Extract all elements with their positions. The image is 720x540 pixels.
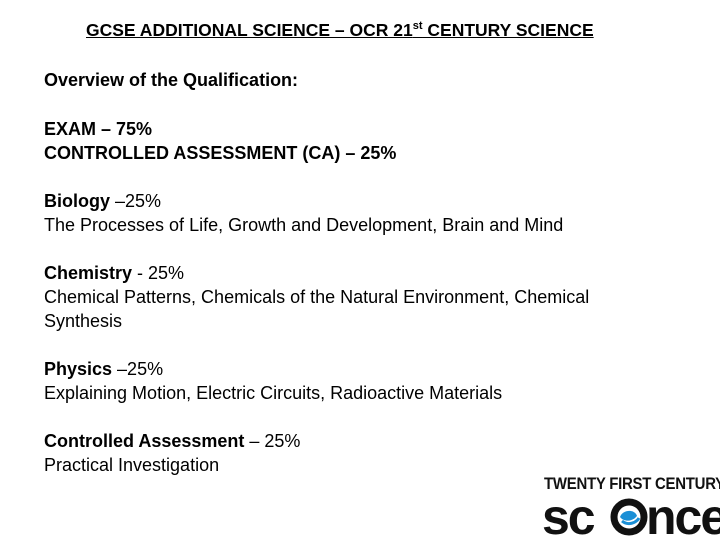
biology-label: Biology xyxy=(44,191,110,211)
chemistry-heading: Chemistry - 25% xyxy=(44,261,184,285)
chemistry-label: Chemistry xyxy=(44,263,133,283)
page-title: GCSE ADDITIONAL SCIENCE – OCR 21st CENTU… xyxy=(86,20,594,40)
overview-heading: Overview of the Qualification: xyxy=(44,70,299,90)
physics-percent: –25% xyxy=(112,359,164,379)
physics-label: Physics xyxy=(44,359,113,379)
chemistry-topics-line1: Chemical Patterns, Chemicals of the Natu… xyxy=(44,287,590,307)
controlled-assessment-percent: – 25% xyxy=(244,431,301,451)
biology-heading: Biology –25% xyxy=(44,189,161,213)
science-wordmark: sc nce xyxy=(542,492,720,540)
controlled-assessment-label: Controlled Assessment xyxy=(44,431,245,451)
exam-line: EXAM – 75% xyxy=(44,119,153,139)
controlled-assessment-heading: Controlled Assessment – 25% xyxy=(44,429,300,453)
chemistry-topics-line2: Synthesis xyxy=(44,311,123,331)
twenty-first-century-science-logo: TWENTY FIRST CENTURY sc nce xyxy=(540,474,720,540)
chemistry-percent: - 25% xyxy=(132,263,185,283)
logo-word-part1: sc xyxy=(542,492,595,540)
biology-percent: –25% xyxy=(110,191,162,211)
biology-topics: The Processes of Life, Growth and Develo… xyxy=(44,215,564,235)
logo-word-part2: nce xyxy=(646,492,720,540)
logo-accent-icon xyxy=(620,510,637,521)
title-superscript: st xyxy=(412,20,423,33)
controlled-assessment-line: CONTROLLED ASSESSMENT (CA) – 25% xyxy=(44,143,397,163)
logo-e-swirl-icon xyxy=(610,498,648,536)
controlled-assessment-description: Practical Investigation xyxy=(44,455,220,475)
logo-top-text: TWENTY FIRST CENTURY xyxy=(544,474,720,493)
physics-topics: Explaining Motion, Electric Circuits, Ra… xyxy=(44,383,503,403)
physics-heading: Physics –25% xyxy=(44,357,163,381)
